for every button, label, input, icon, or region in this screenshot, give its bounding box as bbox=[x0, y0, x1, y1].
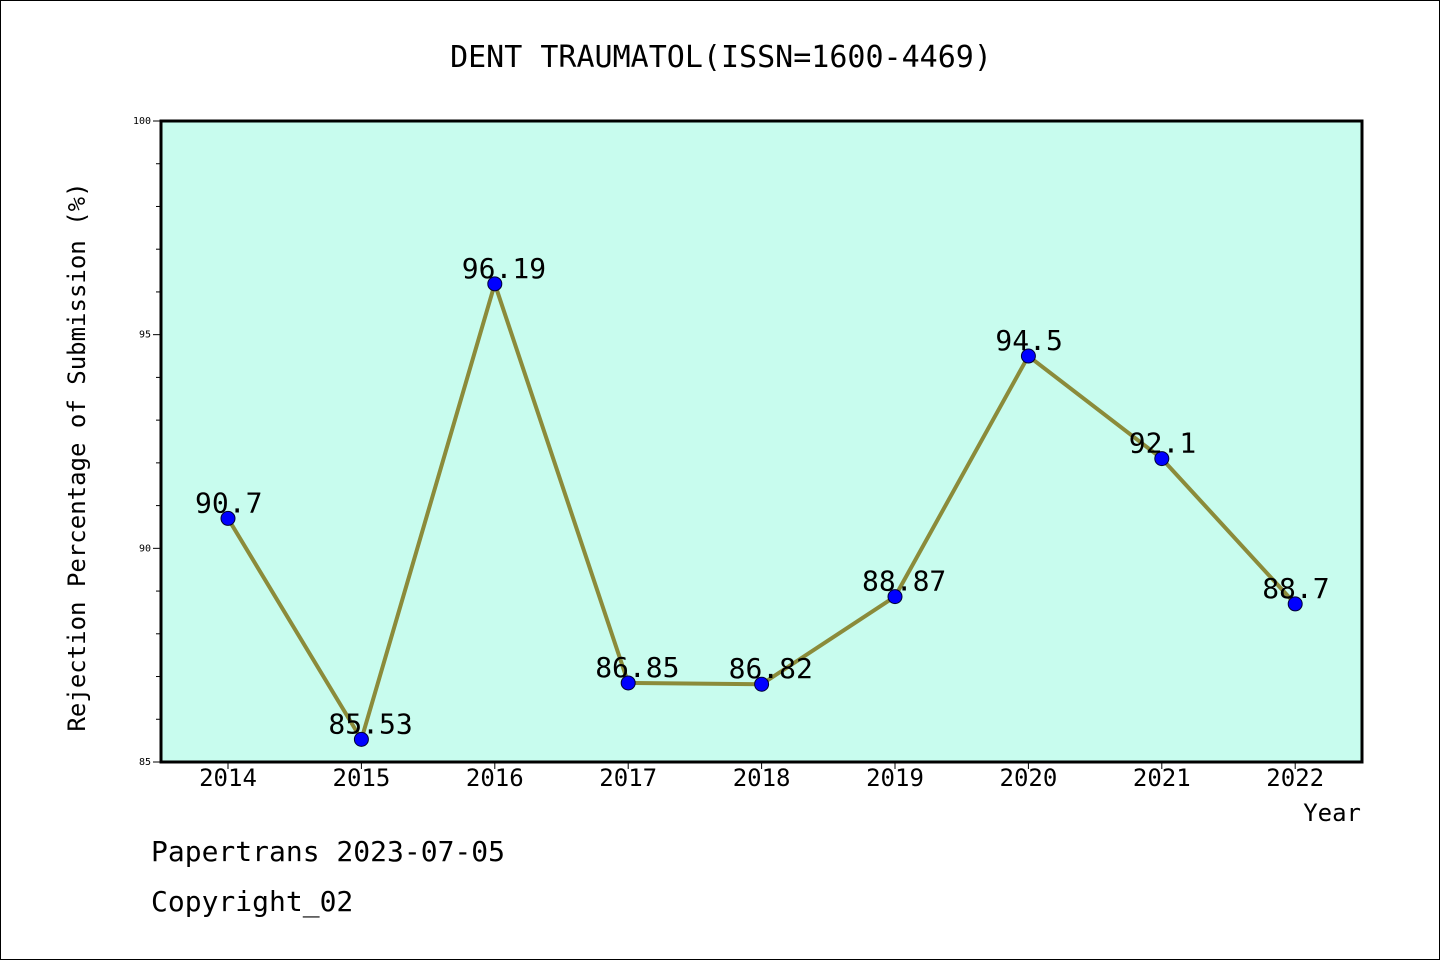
data-label: 90.7 bbox=[195, 486, 262, 519]
y-tick-label: 85 bbox=[139, 757, 151, 768]
data-label: 85.53 bbox=[328, 707, 412, 740]
footer-copyright: Copyright_02 bbox=[151, 885, 354, 918]
data-label: 86.85 bbox=[595, 651, 679, 684]
data-point bbox=[1020, 348, 1036, 364]
x-tick-label: 2017 bbox=[599, 764, 657, 792]
x-tick-label: 2015 bbox=[333, 764, 391, 792]
x-axis-label: Year bbox=[1303, 799, 1361, 827]
chart-title: DENT TRAUMATOL(ISSN=1600-4469) bbox=[450, 40, 992, 75]
data-point bbox=[353, 731, 369, 747]
series-layer: 90.7 85.53 96.19 86.85 86.82 88.87 94.5 92.1 88.… bbox=[195, 252, 1330, 747]
x-tick-label: 2020 bbox=[1000, 764, 1058, 792]
footer-date: Papertrans 2023-07-05 bbox=[151, 835, 506, 868]
data-point bbox=[754, 676, 770, 692]
data-label: 92.1 bbox=[1129, 427, 1196, 460]
x-tick-label: 2022 bbox=[1266, 764, 1324, 792]
data-point bbox=[1287, 596, 1303, 612]
x-tick-label: 2019 bbox=[866, 764, 924, 792]
data-label: 96.19 bbox=[462, 252, 546, 285]
data-point bbox=[1154, 451, 1170, 467]
x-axis: 2014 2015 2016 2017 2018 2019 2020 2021 2022 bbox=[199, 762, 1324, 792]
y-tick-label: 95 bbox=[139, 330, 151, 341]
y-tick-label: 100 bbox=[133, 116, 151, 127]
x-tick-label: 2014 bbox=[199, 764, 257, 792]
x-tick-label: 2016 bbox=[466, 764, 524, 792]
data-label: 88.7 bbox=[1262, 572, 1329, 605]
x-tick-label: 2021 bbox=[1133, 764, 1191, 792]
data-point bbox=[220, 510, 236, 526]
y-axis: 85 90 95 100 bbox=[133, 116, 161, 768]
data-point bbox=[487, 276, 503, 292]
plot-area bbox=[159, 119, 1364, 764]
y-axis-label: Rejection Percentage of Submission (%) bbox=[63, 182, 91, 731]
y-tick-label: 90 bbox=[139, 543, 151, 554]
data-point bbox=[620, 675, 636, 691]
data-label: 86.82 bbox=[729, 652, 813, 685]
x-tick-label: 2018 bbox=[733, 764, 791, 792]
data-label: 94.5 bbox=[995, 324, 1062, 357]
data-point bbox=[887, 589, 903, 605]
data-label: 88.87 bbox=[862, 565, 946, 598]
